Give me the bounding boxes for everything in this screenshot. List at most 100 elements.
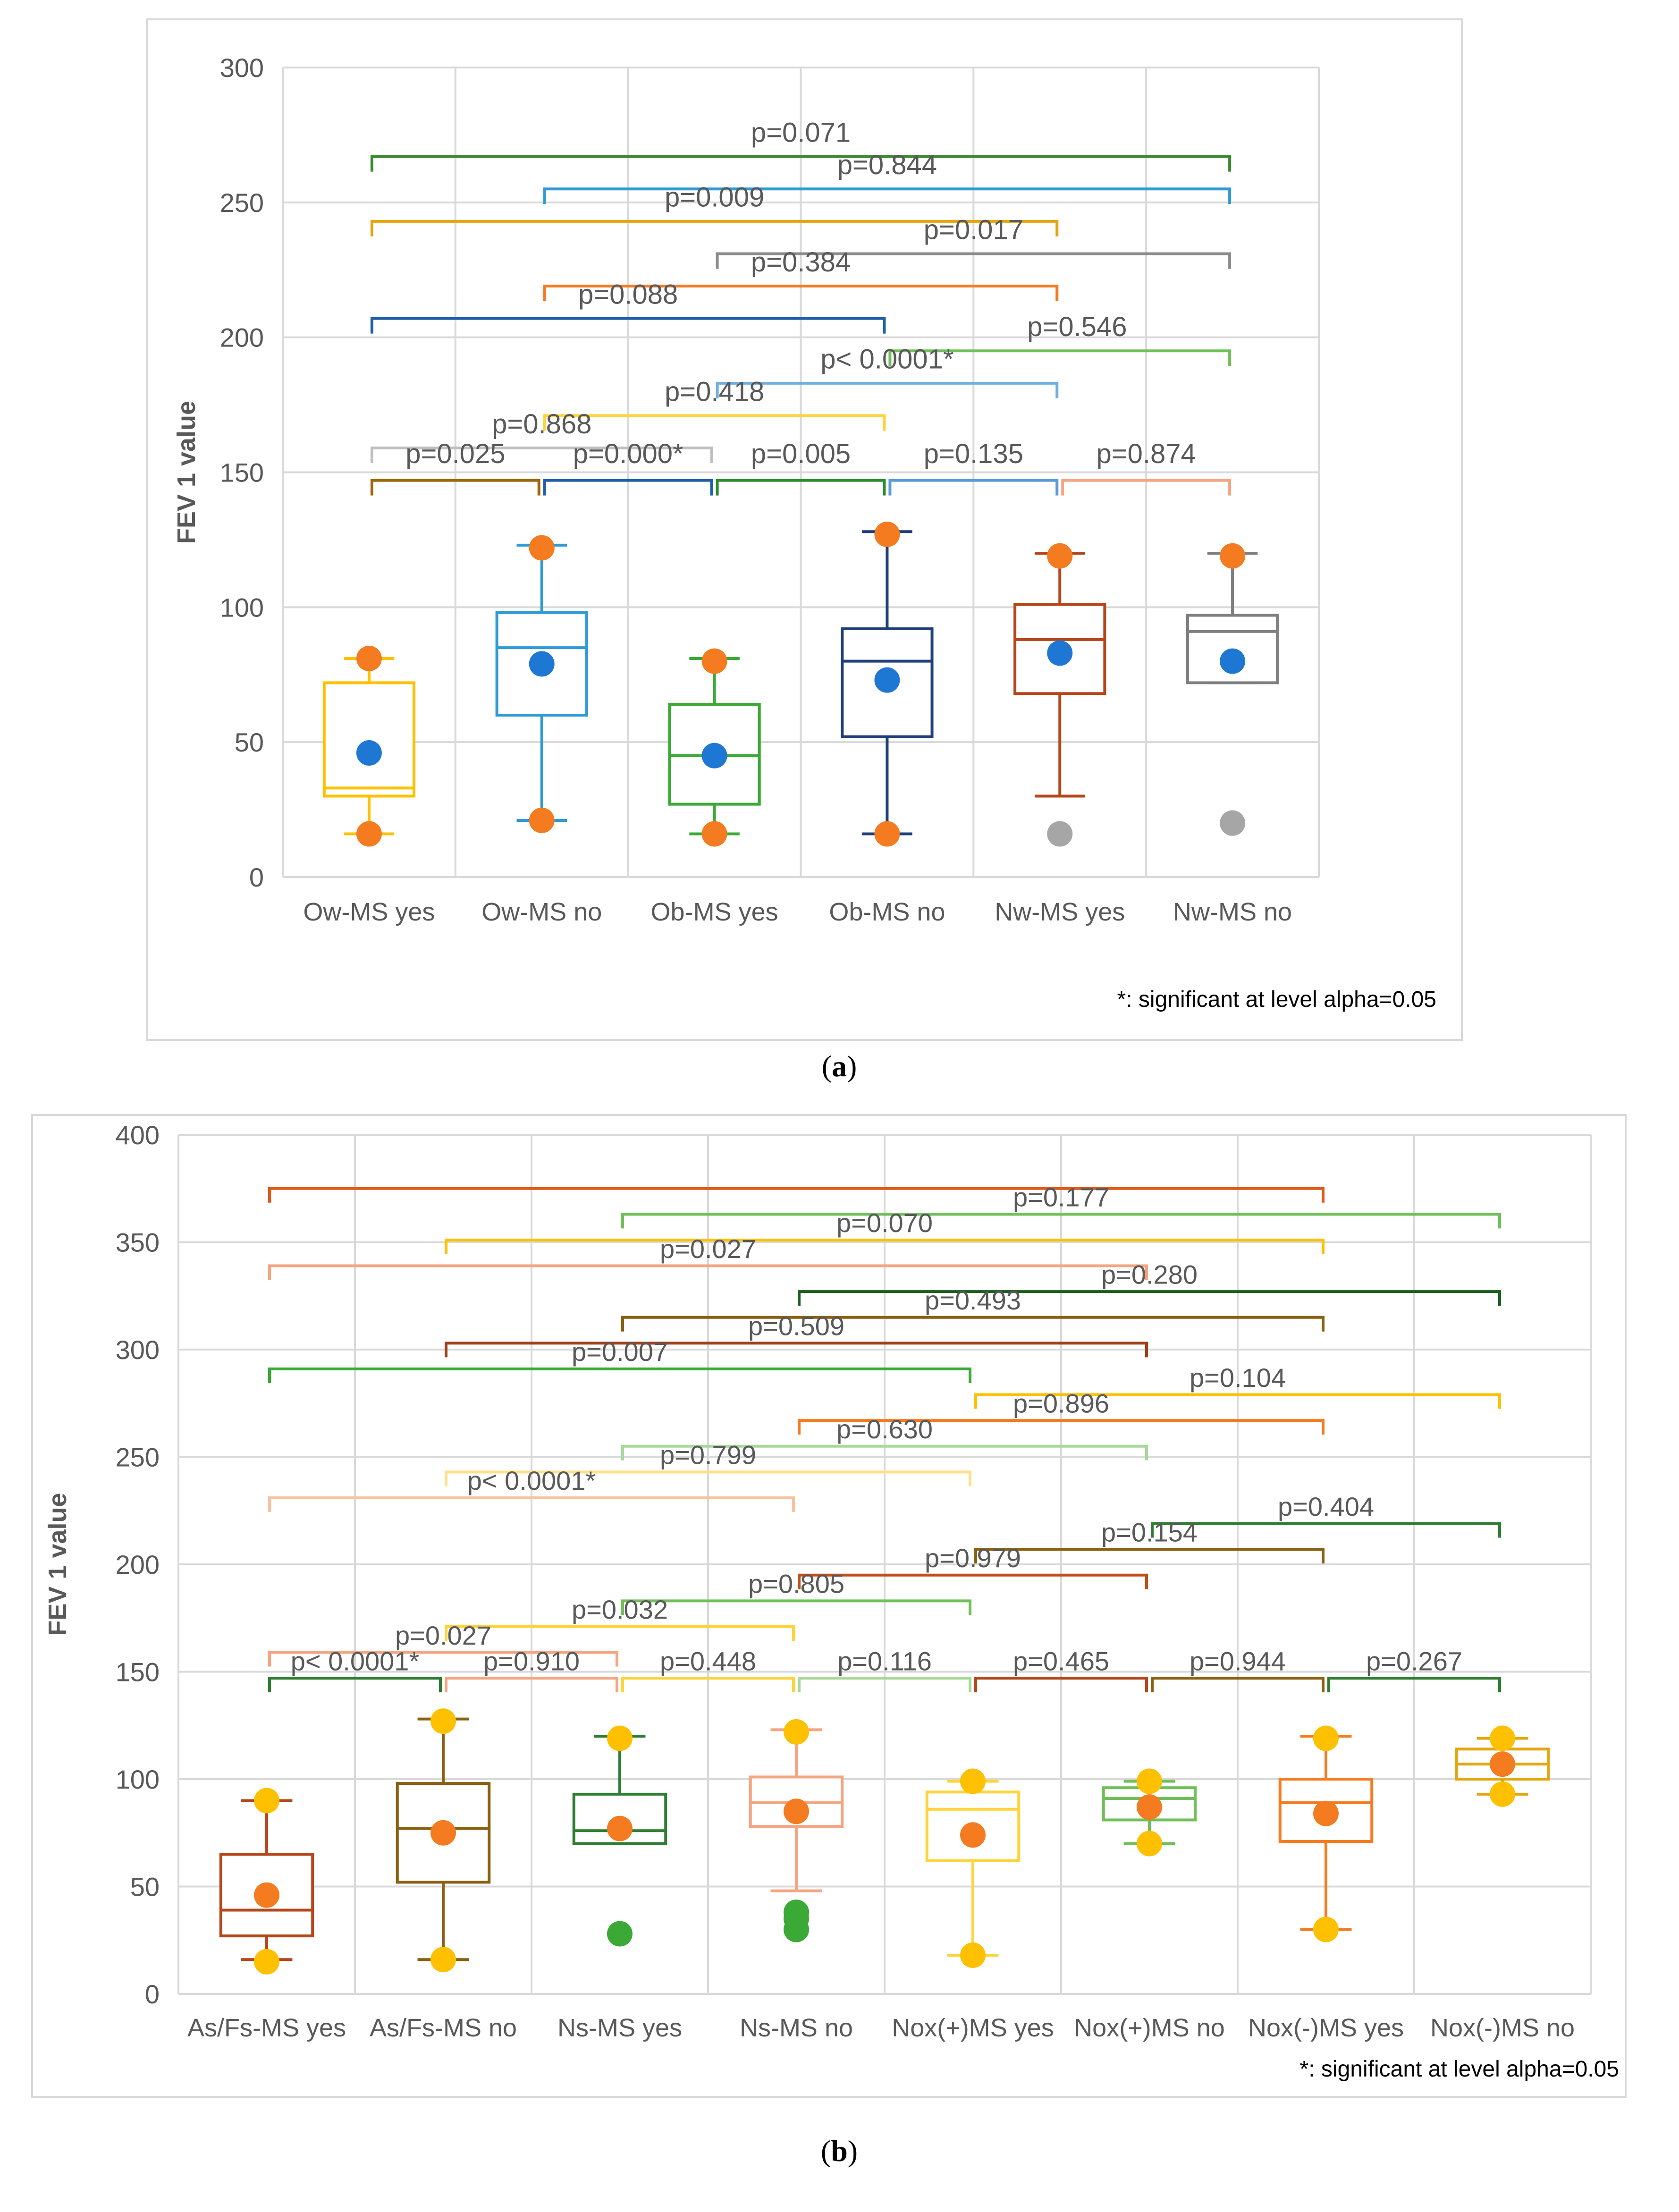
max-marker: [529, 535, 555, 561]
max-marker: [607, 1725, 633, 1751]
x-tick-label: Ns-MS no: [740, 2014, 853, 2042]
p-value-label: p=0.027: [395, 1621, 491, 1650]
comparison-bracket: [543, 187, 1232, 204]
max-marker: [254, 1788, 279, 1814]
p-value-label: p=0.104: [1190, 1363, 1286, 1393]
p-value-label: p=0.546: [1027, 312, 1127, 342]
y-tick-label: 200: [116, 1550, 160, 1579]
x-tick-label: Nox(+)MS no: [1074, 2014, 1225, 2042]
comparison-bracket: [268, 1187, 1325, 1203]
box-plot-b: 0 50 100 150 200 250 300 350 400 FEV 1 value As/Fs…: [43, 1120, 1619, 2082]
comparison-bracket: [445, 1342, 1148, 1358]
p-value-label: p=0.280: [1101, 1259, 1198, 1289]
max-marker: [1137, 1768, 1162, 1794]
min-marker: [356, 821, 382, 847]
min-marker: [701, 821, 727, 847]
comparison-bracket: [716, 479, 886, 496]
comparison-bracket: [370, 220, 1059, 236]
chart-panel-b: 0 50 100 150 200 250 300 350 400 FEV 1 value As/Fs…: [31, 1114, 1627, 2098]
comparison-bracket: [370, 155, 1232, 172]
mean-marker: [874, 667, 900, 693]
p-value-label: p=0.874: [1097, 439, 1196, 469]
comparison-bracket: [974, 1393, 1501, 1409]
comparison-bracket: [268, 1496, 795, 1512]
outlier-point: [1047, 821, 1073, 847]
x-tick-label: Ob-MS no: [829, 898, 945, 926]
comparison-bracket: [445, 1470, 971, 1486]
mean-marker: [701, 743, 727, 768]
max-marker: [784, 1719, 809, 1745]
y-tick-label: 250: [116, 1443, 160, 1472]
comparison-bracket: [798, 1677, 971, 1693]
p-value-label: p=0.944: [1190, 1646, 1286, 1676]
p-value-label: p=0.088: [578, 279, 678, 310]
x-tick-label: Ow-MS yes: [303, 898, 435, 926]
max-marker: [1490, 1725, 1515, 1751]
comparison-bracket: [798, 1573, 1148, 1589]
mean-marker: [784, 1798, 809, 1824]
y-tick-label: 100: [116, 1765, 160, 1794]
min-marker: [960, 1942, 986, 1968]
comparison-bracket: [888, 479, 1059, 496]
comparison-bracket: [268, 1367, 971, 1383]
max-marker: [701, 648, 727, 674]
y-tick-label: 0: [145, 1979, 160, 2009]
y-tick-label: 50: [235, 727, 264, 757]
p-value-label: p=0.025: [405, 439, 505, 469]
p-value-label: p=0.418: [665, 376, 764, 407]
p-value-label: p=0.465: [1013, 1646, 1109, 1676]
p-value-label: p=0.896: [1013, 1388, 1109, 1418]
p-value-label: p=0.017: [924, 214, 1023, 245]
p-value-label: p=0.177: [1013, 1182, 1109, 1212]
p-value-label: p=0.509: [748, 1311, 844, 1341]
mean-marker: [607, 1815, 633, 1841]
p-value-label: p=0.116: [837, 1646, 932, 1676]
comparison-bracket: [445, 1625, 795, 1641]
min-marker: [1137, 1831, 1162, 1857]
max-marker: [356, 645, 382, 671]
p-value-label: p=0.154: [1101, 1517, 1198, 1547]
x-tick-label: Nox(-)MS yes: [1248, 2014, 1404, 2042]
min-marker: [1490, 1781, 1515, 1807]
min-marker: [874, 821, 900, 847]
mean-marker: [1313, 1800, 1339, 1826]
max-marker: [960, 1768, 986, 1794]
comparison-bracket: [543, 479, 713, 496]
outlier-point: [607, 1921, 633, 1947]
p-value-label: p=0.005: [751, 439, 851, 469]
p-value-label: p=0.910: [483, 1646, 580, 1676]
p-value-label: p=0.805: [748, 1569, 844, 1599]
comparison-bracket: [621, 1599, 971, 1615]
y-tick-label: 50: [130, 1872, 160, 1902]
y-tick-label: 200: [220, 323, 264, 353]
comparison-bracket: [716, 381, 1059, 398]
mean-marker: [1137, 1794, 1162, 1820]
p-value-label: p=0.448: [660, 1646, 756, 1676]
max-marker: [430, 1708, 456, 1734]
p-value-label: p=0.009: [665, 182, 764, 213]
p-value-label: p=0.493: [925, 1285, 1021, 1315]
comparison-bracket: [268, 1651, 618, 1667]
p-value-label: p=0.032: [572, 1595, 668, 1624]
y-tick-label: 0: [249, 862, 264, 892]
caption-a: (a): [821, 1049, 857, 1083]
max-marker: [1220, 543, 1246, 569]
p-value-label: p=0.135: [924, 439, 1023, 469]
y-axis-label: FEV 1 value: [172, 401, 201, 544]
outlier-point: [1220, 810, 1246, 836]
mean-marker: [356, 740, 382, 766]
y-tick-label: 300: [116, 1335, 160, 1365]
caption-b: (b): [820, 2134, 858, 2168]
comparison-bracket: [888, 349, 1232, 366]
p-value-label: p=0.007: [572, 1337, 668, 1367]
comparison-bracket: [974, 1677, 1148, 1693]
outlier-point: [784, 1900, 809, 1925]
comparison-bracket: [370, 447, 713, 464]
p-value-label: p=0.070: [836, 1208, 933, 1238]
max-marker: [1313, 1725, 1339, 1751]
mean-marker: [430, 1820, 456, 1846]
comparison-bracket: [543, 285, 1059, 302]
comparison-bracket: [268, 1264, 1148, 1280]
p-value-label: p=0.267: [1366, 1646, 1462, 1676]
comparison-bracket: [268, 1677, 442, 1693]
